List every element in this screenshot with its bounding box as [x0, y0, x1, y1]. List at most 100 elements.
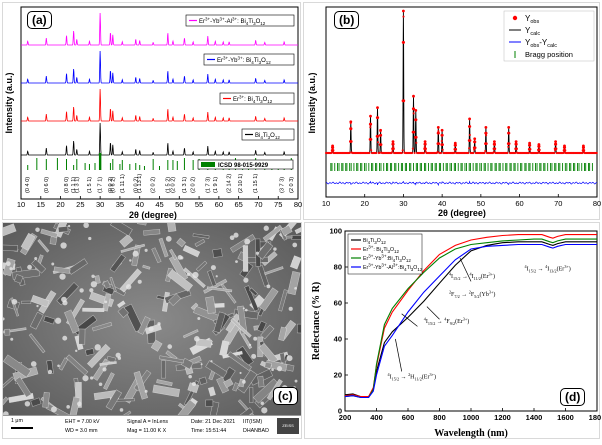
hkl-label: (0 4 0)	[25, 177, 31, 193]
x-tick-label-d: 1600	[557, 413, 574, 422]
x-tick-label-b: 60	[515, 199, 523, 208]
x-tick-label-a: 65	[234, 200, 242, 209]
y-axis-label-a: Intensity (a.u.)	[4, 72, 14, 133]
legend-box-a	[219, 92, 295, 105]
sem-grain	[195, 260, 208, 272]
observed-data-point	[537, 151, 540, 154]
xrd-series-line	[21, 122, 298, 156]
sem-particle	[115, 352, 121, 358]
observed-peak-point	[349, 120, 353, 124]
observed-data-point	[506, 151, 509, 155]
observed-peak-point	[376, 116, 380, 119]
observed-data-point	[562, 151, 565, 154]
x-tick-label-a: 30	[96, 200, 104, 209]
hkl-label: (1 3 1)	[74, 177, 80, 193]
observed-data-point	[368, 151, 371, 155]
observed-data-point	[411, 147, 414, 150]
sem-particle	[83, 223, 89, 229]
sem-grain	[14, 376, 32, 398]
x-tick-label-a: 50	[175, 200, 183, 209]
hkl-label: (0 6 0)	[44, 177, 50, 193]
observed-data-point	[440, 139, 443, 143]
sem-particle	[35, 227, 40, 232]
legend-box-a	[241, 128, 295, 141]
legend-obs-label: Yobs	[525, 14, 539, 25]
observed-peak-point	[582, 146, 585, 149]
sem-particle	[157, 322, 161, 326]
observed-peak-point	[391, 140, 395, 144]
sem-grain	[296, 323, 301, 334]
observed-data-point	[378, 151, 381, 154]
x-tick-label-d: 1400	[526, 413, 543, 422]
hkl-label: (1 15 1)	[253, 174, 259, 193]
sem-grain	[206, 286, 233, 293]
x-tick-label-a: 80	[294, 200, 302, 209]
observed-data-point	[507, 145, 510, 148]
y-tick-label-d: 100	[329, 227, 342, 236]
sem-particle	[98, 382, 103, 387]
observed-data-point	[400, 151, 403, 155]
sem-particle	[244, 238, 251, 245]
transition-annotation: 4I15/2 → 4I13/2(Er3+)	[525, 264, 571, 274]
sem-grain	[57, 226, 69, 233]
sem-particle	[36, 304, 39, 308]
sem-particle	[104, 300, 108, 304]
legend-label-a: Er3+-Yb3+: Bi4Ti3O12	[217, 56, 271, 66]
sem-grain	[160, 360, 166, 379]
observed-peak-point	[493, 140, 496, 144]
observed-data-point	[492, 151, 495, 154]
sem-grain	[3, 396, 9, 409]
sem-grain	[20, 232, 36, 251]
sem-institute: IIT(ISM)	[243, 419, 263, 425]
x-axis-label-b: 2θ (degree)	[438, 208, 486, 218]
sem-grain	[294, 226, 301, 235]
x-tick-label-a: 20	[56, 200, 64, 209]
sem-grain	[119, 233, 134, 248]
sem-grain	[82, 307, 105, 312]
observed-data-point	[441, 148, 444, 151]
sem-grain	[4, 328, 11, 336]
annotation-arrow	[401, 313, 418, 327]
observed-peak-point	[379, 133, 383, 137]
sem-grain	[142, 264, 151, 270]
legend-calc-label: Ycalc	[525, 26, 540, 37]
sem-grain	[30, 294, 50, 308]
sem-grain	[99, 361, 117, 366]
x-tick-label-d: 1200	[494, 413, 511, 422]
sem-particle	[197, 317, 201, 320]
hkl-label: (1 7 1)	[98, 177, 104, 193]
x-tick-label-b: 70	[554, 199, 562, 208]
sem-grain	[213, 311, 226, 334]
sem-grain	[158, 237, 169, 258]
sem-grain	[85, 348, 95, 356]
sem-time: Time: 15:51:44	[191, 428, 227, 434]
sem-grain	[182, 244, 201, 258]
y-tick-label-d: 40	[334, 335, 342, 344]
observed-data-point	[376, 141, 380, 144]
x-tick-label-a: 35	[116, 200, 124, 209]
sem-particle	[60, 242, 67, 249]
sem-grain	[264, 266, 284, 276]
sem-grain	[232, 382, 240, 392]
sem-signal: Signal A = InLens	[127, 419, 169, 425]
zeiss-logo: ZEISS	[277, 418, 299, 434]
x-tick-label-b: 10	[322, 199, 330, 208]
sem-grain	[237, 369, 258, 394]
x-tick-label-a: 70	[254, 200, 262, 209]
observed-peak-point	[473, 146, 477, 150]
sem-grain	[289, 255, 301, 270]
observed-peak-point	[454, 147, 458, 151]
sem-particle	[200, 363, 203, 366]
sem-grain	[42, 391, 50, 408]
observed-peak-point	[391, 142, 395, 146]
sem-grain	[257, 375, 265, 388]
x-tick-label-d: 200	[339, 413, 352, 422]
sem-grain	[21, 300, 32, 304]
sem-grain	[205, 360, 228, 379]
observed-peak-point	[379, 143, 383, 147]
sem-particle	[27, 264, 32, 270]
hkl-label: (2 10 1)	[238, 174, 244, 193]
x-tick-label-b: 80	[593, 199, 601, 208]
sem-grain	[249, 387, 254, 403]
